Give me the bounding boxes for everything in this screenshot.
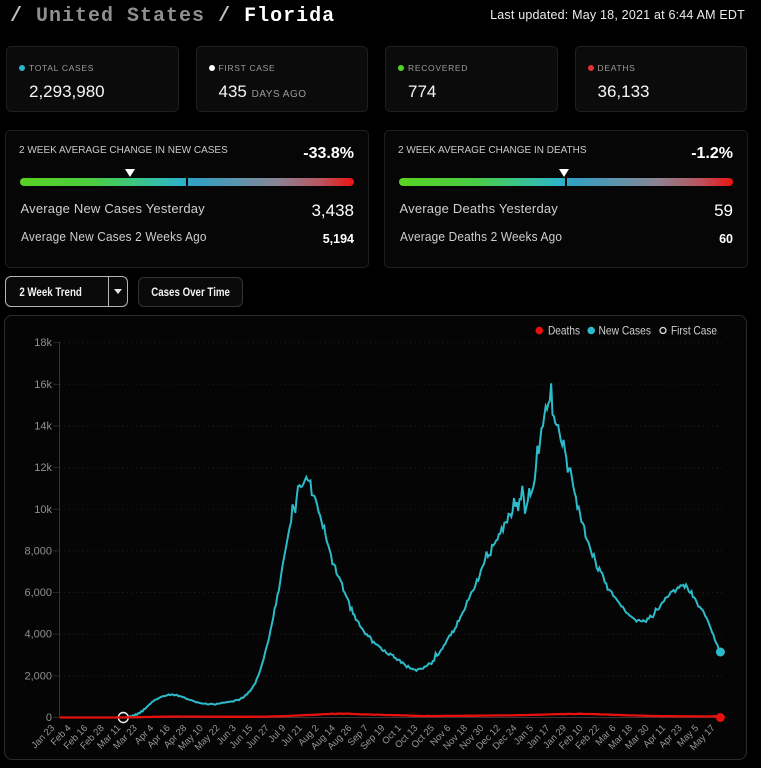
svg-text:First Case: First Case <box>671 324 717 338</box>
svg-text:8,000: 8,000 <box>24 545 52 557</box>
svg-text:12k: 12k <box>34 462 52 474</box>
svg-text:6,000: 6,000 <box>24 587 52 599</box>
svg-text:New Cases: New Cases <box>599 324 652 338</box>
svg-text:16k: 16k <box>34 379 52 391</box>
svg-text:10k: 10k <box>34 504 52 516</box>
svg-text:14k: 14k <box>34 420 52 432</box>
svg-text:2,000: 2,000 <box>24 670 52 682</box>
svg-text:0: 0 <box>46 712 52 724</box>
svg-text:Deaths: Deaths <box>548 324 580 338</box>
svg-text:18k: 18k <box>34 337 52 349</box>
svg-text:4,000: 4,000 <box>24 629 52 641</box>
